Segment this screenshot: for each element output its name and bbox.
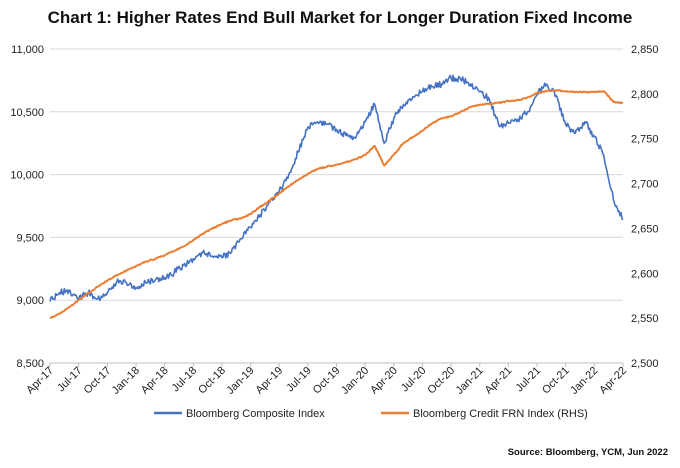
y-right-tick-label: 2,550 [631,313,659,325]
y-right-tick-label: 2,700 [631,179,659,191]
x-tick-label: Jul-20 [399,365,429,395]
y-axis-right: 2,500 2,550 2,600 2,650 2,700 2,750 2,800 2,850 [631,44,659,370]
y-right-tick-label: 2,600 [631,268,659,280]
x-tick-label: Apr-22 [597,365,629,397]
x-tick-label: Apr-18 [139,365,171,397]
x-tick-label: Oct-19 [311,365,343,397]
x-tick-label: Apr-19 [253,365,285,397]
y-left-tick-label: 11,000 [11,44,44,56]
x-tick-label: Oct-18 [196,365,228,397]
series-line-composite [49,74,624,302]
y-left-tick-label: 8,500 [16,358,44,370]
y-axis-left: 8,500 9,000 9,500 10,000 10,500 11,000 [10,44,44,370]
x-tick-label: Apr-20 [368,365,400,397]
x-tick-label: Jan-18 [110,365,142,397]
y-right-tick-label: 2,650 [631,223,659,235]
y-right-tick-label: 2,750 [631,134,659,146]
x-tick-label: Jan-19 [224,365,256,397]
series-line-frn [49,89,624,320]
legend-label: Bloomberg Credit FRN Index (RHS) [413,408,588,420]
x-tick-label: Jul-21 [513,365,543,395]
x-tick-label: Apr-21 [483,365,515,397]
x-tick-label: Jan-22 [568,365,600,397]
y-left-tick-label: 9,000 [16,295,44,307]
y-right-tick-label: 2,850 [631,44,659,56]
chart-title: Chart 1: Higher Rates End Bull Market fo… [47,8,633,27]
x-tick-label: Jan-20 [339,365,371,397]
source-note: Source: Bloomberg, YCM, Jun 2022 [507,447,668,458]
y-left-tick-label: 10,000 [10,170,44,182]
x-tick-label: Jul-19 [284,365,314,395]
y-right-tick-label: 2,500 [631,358,659,370]
legend-label: Bloomberg Composite Index [186,408,325,420]
y-left-tick-label: 9,500 [16,232,44,244]
y-left-tick-label: 10,500 [10,107,44,119]
y-right-tick-label: 2,800 [631,89,659,101]
x-tick-label: Jul-18 [170,365,200,395]
x-tick-label: Oct-17 [82,365,114,397]
x-tick-label: Jul-17 [55,365,85,395]
x-tick-label: Jan-21 [454,365,486,397]
x-axis: Apr-17Jul-17Oct-17Jan-18Apr-18Jul-18Oct-… [24,362,629,397]
legend: Bloomberg Composite Index Bloomberg Credi… [154,408,588,420]
x-tick-label: Oct-20 [425,365,457,397]
series-lines [49,74,624,320]
x-tick-label: Oct-21 [540,365,572,397]
